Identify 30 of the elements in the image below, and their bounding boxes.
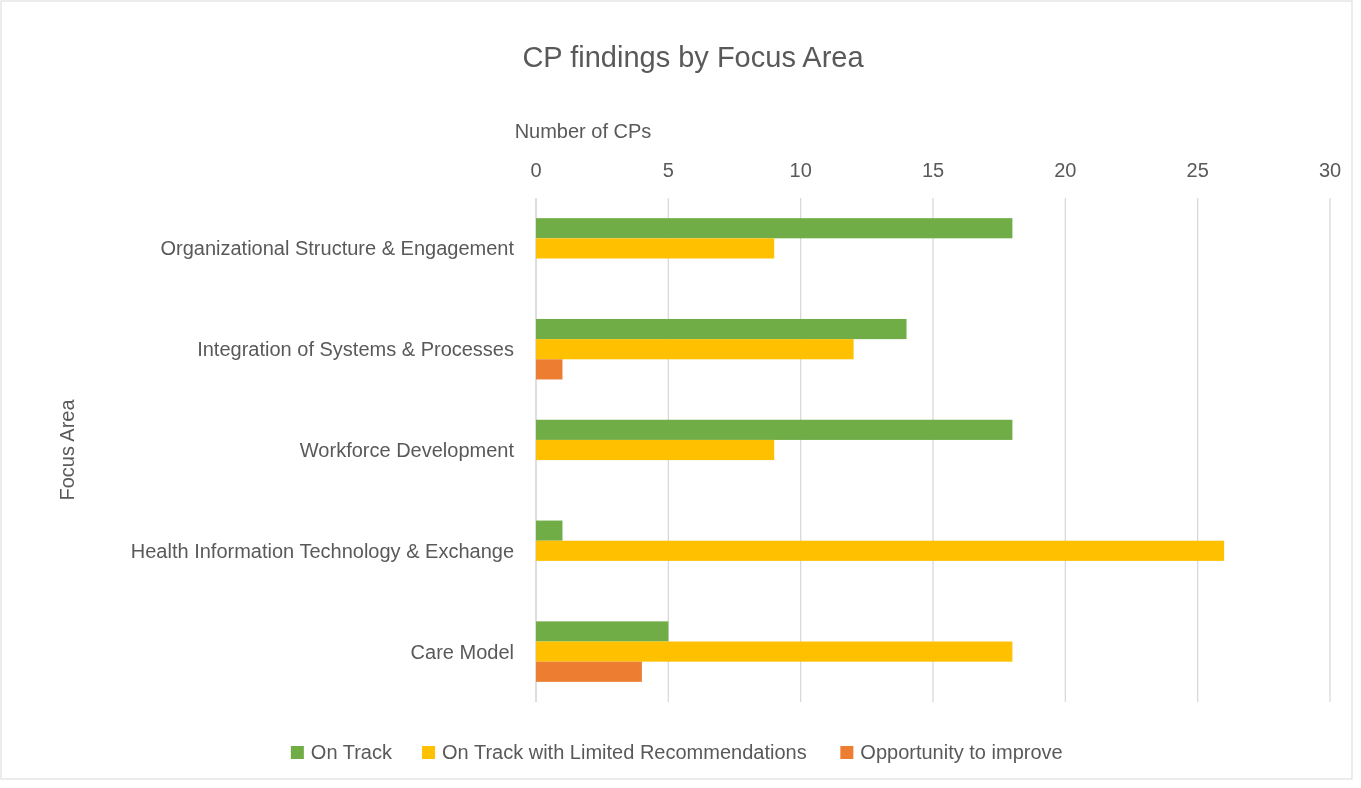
chart-title: CP findings by Focus Area [522, 41, 865, 73]
bar [536, 641, 1013, 662]
bar [536, 339, 854, 360]
x-tick-label: 0 [530, 159, 542, 181]
bar [536, 520, 563, 541]
bar [536, 621, 669, 642]
y-tick-label: Health Information Technology & Exchange [130, 539, 514, 562]
bar [536, 439, 775, 461]
x-tick-label: 20 [1054, 159, 1077, 181]
x-tick-label: 30 [1318, 159, 1342, 181]
legend-label: On Track with Limited Recommendations [442, 741, 807, 763]
bar [536, 419, 1013, 440]
x-tick-label: 10 [789, 159, 812, 181]
y-axis-title: Focus Area [56, 398, 78, 501]
bar [536, 359, 563, 380]
bar [536, 218, 1013, 239]
bar [536, 318, 907, 340]
y-tick-label: Organizational Structure & Engagement [160, 237, 515, 260]
y-tick-label: Care Model [410, 640, 514, 663]
x-axis-title: Number of CPs [514, 120, 652, 142]
bar [536, 540, 1225, 561]
y-tick-label: Integration of Systems & Processes [197, 338, 514, 361]
bar [536, 238, 775, 259]
legend-label: Opportunity to improve [860, 741, 1063, 763]
bar [536, 661, 642, 682]
x-tick-label: 15 [921, 159, 945, 181]
y-tick-label: Workforce Development [299, 439, 515, 461]
x-tick-label: 5 [662, 159, 674, 181]
x-tick-label: 25 [1186, 159, 1209, 181]
legend-label: On Track [310, 741, 393, 763]
